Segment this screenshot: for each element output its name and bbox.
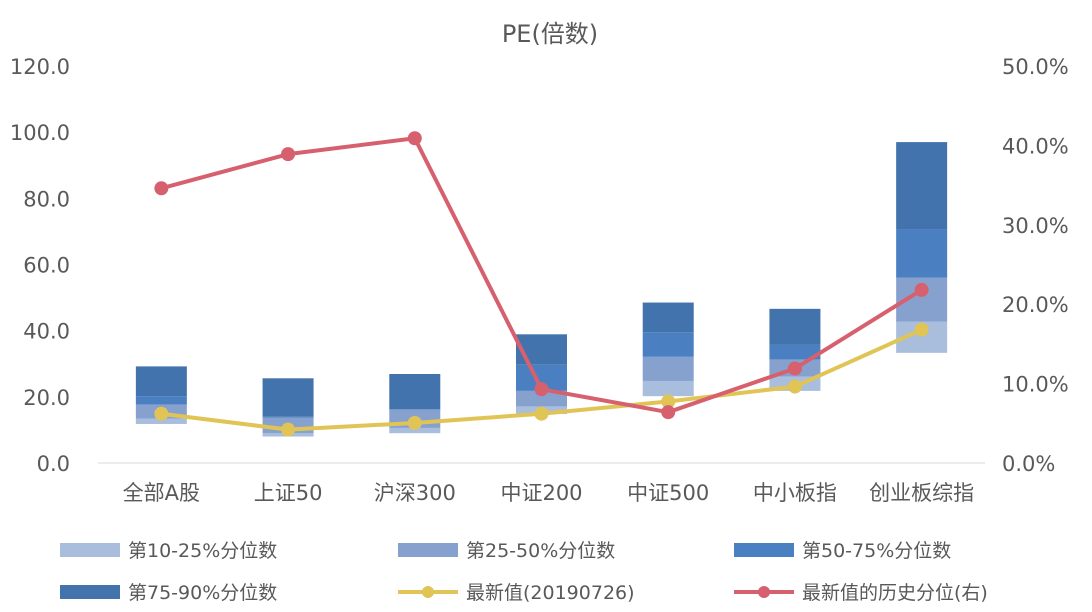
latest-value-point (661, 394, 676, 409)
bar-p75-90 (262, 378, 314, 417)
y-left-tick-label: 0.0 (37, 452, 70, 476)
latest-value-point (281, 422, 296, 437)
latest-percentile-point (661, 405, 676, 420)
bar-p50-75 (896, 229, 948, 278)
axes: 0.0 20.0 40.0 60.0 80.0 100.0 120.0 0.0% 10.0% 20… (10, 55, 1069, 505)
latest-percentile-point (281, 147, 296, 162)
x-tick-label: 中小板指 (753, 481, 837, 505)
x-tick-label: 沪深300 (374, 481, 456, 505)
x-tick-label: 中证500 (627, 481, 709, 505)
percentile-bars (135, 142, 948, 437)
latest-value-point (154, 406, 169, 421)
series-lines (154, 131, 929, 437)
bar-p50-75 (135, 396, 187, 405)
bar-p75-90 (389, 374, 441, 410)
latest-percentile-point (154, 181, 169, 196)
y-right-tick-label: 20.0% (1002, 293, 1069, 317)
bar-p10-25 (642, 380, 694, 397)
chart-title: PE(倍数) (502, 20, 598, 48)
bar-p50-75 (262, 416, 314, 418)
x-tick-label: 中证200 (500, 481, 582, 505)
bar-p75-90 (896, 142, 948, 230)
latest-percentile-point (534, 382, 549, 397)
bar-p50-75 (389, 409, 441, 410)
y-left-tick-label: 100.0 (10, 121, 70, 145)
bar-p10-25 (389, 427, 441, 434)
bar-p25-50 (642, 356, 694, 381)
y-left-tick-label: 40.0 (23, 320, 70, 344)
bar-p50-75 (769, 344, 821, 360)
y-left-tick-label: 120.0 (10, 55, 70, 79)
bar-p75-90 (642, 302, 694, 333)
latest-value-point (534, 406, 549, 421)
bar-p75-90 (135, 366, 187, 397)
y-left-tick-label: 80.0 (23, 187, 70, 211)
bar-p50-75 (642, 332, 694, 357)
latest-value-point (787, 379, 802, 394)
y-right-tick-label: 50.0% (1002, 55, 1069, 79)
latest-percentile-point (914, 282, 929, 297)
bar-p75-90 (769, 308, 821, 345)
x-tick-label: 上证50 (254, 481, 323, 505)
latest-value-point (914, 322, 929, 337)
y-right-tick-label: 30.0% (1002, 214, 1069, 238)
latest-value-point (407, 415, 422, 430)
bar-p25-50 (516, 390, 567, 407)
x-tick-label: 全部A股 (123, 481, 200, 505)
y-right-tick-label: 40.0% (1002, 134, 1069, 158)
x-tick-label: 创业板综指 (869, 481, 974, 505)
bar-p10-25 (135, 418, 187, 424)
y-left-tick-label: 60.0 (23, 254, 70, 278)
y-right-tick-label: 10.0% (1002, 373, 1069, 397)
latest-percentile-point (787, 361, 802, 376)
y-left-tick-label: 20.0 (23, 386, 70, 410)
latest-percentile-point (407, 131, 422, 146)
y-right-tick-label: 0.0% (1002, 452, 1055, 476)
